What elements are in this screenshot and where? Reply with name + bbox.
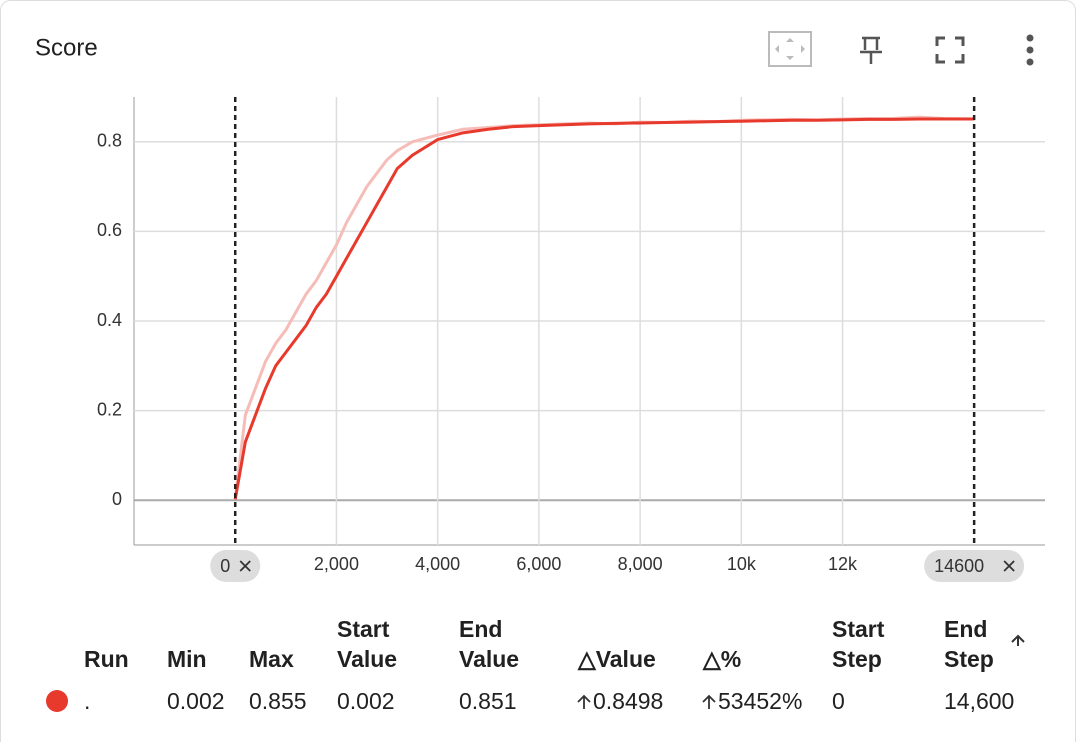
- run-color: [46, 690, 68, 712]
- fullscreen-button[interactable]: [935, 36, 965, 64]
- column-header: Start Step: [832, 616, 885, 672]
- column-header: Max: [249, 646, 294, 672]
- pin-button[interactable]: [860, 36, 882, 64]
- card-title: Score: [35, 34, 98, 61]
- cell: 0.002: [337, 688, 395, 714]
- column-header: Start Value: [337, 616, 398, 672]
- x-tick-label: 6,000: [516, 554, 561, 574]
- fit-domain-button[interactable]: [768, 31, 812, 67]
- chip-close: [239, 560, 251, 572]
- more-button[interactable]: [1026, 34, 1034, 66]
- x-tick-label: 12k: [828, 554, 858, 574]
- sort-arrow[interactable]: [1011, 634, 1025, 646]
- cell: .: [84, 688, 91, 714]
- x-tick-label: 4,000: [415, 554, 460, 574]
- y-tick-label: 0.6: [97, 220, 122, 240]
- chip-close: [1003, 560, 1015, 572]
- x-tick-label: 8,000: [618, 554, 663, 574]
- cell: 14,600: [944, 688, 1015, 714]
- cell: 0.8498: [593, 688, 664, 714]
- column-header: Run: [84, 646, 129, 672]
- cell: 0.002: [167, 688, 225, 714]
- chip-bg: [210, 550, 261, 582]
- range-chip[interactable]: 0: [210, 550, 261, 582]
- chip-label: 0: [220, 556, 230, 576]
- series-line: [233, 115, 975, 500]
- column-header: Min: [167, 646, 207, 672]
- cell: 0.851: [459, 688, 517, 714]
- column-header: △%: [703, 646, 742, 672]
- cell: 53452%: [718, 688, 803, 714]
- series-line: [233, 117, 975, 500]
- y-tick-label: 0.8: [97, 131, 122, 151]
- x-tick-label: 10k: [727, 554, 757, 574]
- chip-label: 14600: [934, 556, 984, 576]
- cell: 0.855: [249, 688, 307, 714]
- column-header: △Value: [578, 646, 656, 672]
- up-arrow: [577, 694, 591, 709]
- range-chip[interactable]: 14600: [924, 550, 1025, 582]
- column-header: End Step: [944, 616, 994, 672]
- y-tick-label: 0.2: [97, 399, 122, 419]
- x-tick-label: 2,000: [314, 554, 359, 574]
- chip-bg: [924, 550, 1025, 582]
- cell: 0: [832, 688, 845, 714]
- y-tick-label: 0: [112, 489, 122, 509]
- up-arrow: [702, 694, 716, 709]
- column-header: End Value: [459, 616, 520, 672]
- y-tick-label: 0.4: [97, 310, 122, 330]
